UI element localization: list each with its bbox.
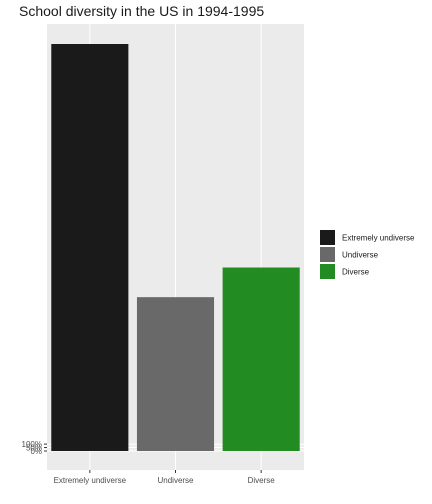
y-tick-label: 0% — [30, 447, 42, 456]
chart-title: School diversity in the US in 1994-1995 — [19, 3, 265, 19]
bar-extremely-undiverse — [51, 44, 129, 451]
y-tick-label: 100% — [22, 440, 42, 449]
bar-undiverse — [136, 297, 215, 451]
legend-label: Undiverse — [342, 251, 379, 260]
legend-label: Diverse — [342, 268, 370, 277]
bar-diverse — [222, 267, 300, 451]
x-tick-label: Diverse — [248, 476, 276, 485]
y-tick-label: 50% — [26, 444, 42, 453]
legend-key-diverse — [320, 264, 335, 279]
x-tick-label: Extremely undiverse — [54, 476, 127, 485]
legend-label: Extremely undiverse — [342, 234, 415, 243]
legend-key-undiverse — [320, 247, 335, 262]
legend-key-extremely-undiverse — [320, 230, 335, 245]
x-tick-label: Undiverse — [157, 476, 194, 485]
